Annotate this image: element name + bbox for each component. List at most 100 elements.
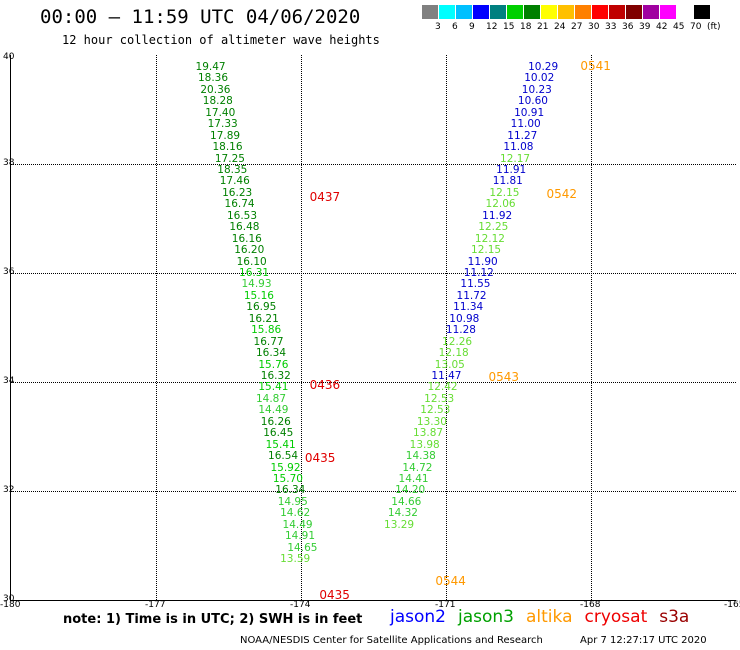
longitude-gridline bbox=[446, 55, 447, 600]
latitude-tick-label: 36 bbox=[3, 267, 15, 277]
wave-height-value: 11.27 bbox=[507, 129, 538, 142]
legend-entry-cryosat: cryosat bbox=[584, 607, 648, 627]
wave-height-value: 16.16 bbox=[231, 232, 262, 245]
latitude-tick-label: 34 bbox=[3, 376, 15, 386]
wave-height-value: 13.30 bbox=[416, 415, 447, 428]
wave-height-value: 12.17 bbox=[500, 152, 531, 165]
wave-height-value: 17.40 bbox=[205, 106, 236, 119]
legend-entry-s3a: s3a bbox=[659, 607, 690, 627]
wave-height-value: 14.32 bbox=[387, 507, 418, 520]
color-scale-label: 33 bbox=[605, 22, 617, 32]
wave-height-value: 17.25 bbox=[214, 152, 245, 165]
wave-height-value: 11.81 bbox=[492, 175, 523, 188]
map-title: 00:00 – 11:59 UTC 04/06/2020 bbox=[40, 6, 361, 28]
wave-height-value: 14.66 bbox=[391, 495, 422, 508]
wave-height-value: 12.53 bbox=[420, 404, 451, 417]
color-swatch bbox=[507, 5, 524, 19]
wave-height-value: 16.34 bbox=[275, 484, 306, 497]
color-swatch bbox=[541, 5, 558, 19]
latitude-tick-label: 30 bbox=[3, 594, 15, 604]
color-swatch bbox=[643, 5, 660, 19]
wave-height-value: 15.41 bbox=[265, 438, 296, 451]
footnote: note: 1) Time is in UTC; 2) SWH is in fe… bbox=[63, 612, 363, 627]
wave-height-value: 14.41 bbox=[398, 473, 429, 485]
latitude-gridline bbox=[11, 382, 736, 383]
longitude-tick-label: -168 bbox=[580, 600, 601, 610]
wave-height-value: 10.02 bbox=[524, 72, 555, 85]
color-swatch bbox=[677, 5, 694, 19]
latitude-tick-label: 40 bbox=[3, 52, 15, 62]
wave-height-value: 16.77 bbox=[253, 335, 284, 348]
wave-height-value: 12.12 bbox=[474, 232, 505, 245]
wave-height-value: 16.32 bbox=[260, 370, 291, 382]
color-scale-label: 18 bbox=[520, 22, 532, 32]
longitude-gridline bbox=[591, 55, 592, 600]
wave-height-value: 14.93 bbox=[241, 278, 272, 291]
wave-height-value: 13.29 bbox=[384, 518, 415, 531]
wave-height-value: 11.55 bbox=[460, 278, 491, 291]
wave-height-value: 11.91 bbox=[496, 163, 527, 176]
color-swatch bbox=[592, 5, 609, 19]
pass-time-label: 0435 bbox=[319, 587, 350, 602]
wave-height-value: 16.34 bbox=[255, 347, 287, 360]
color-swatch bbox=[422, 5, 439, 19]
wave-height-value: 13.87 bbox=[413, 427, 444, 440]
color-scale-label: 24 bbox=[554, 22, 566, 32]
latitude-gridline bbox=[11, 164, 736, 165]
pass-time-label: 0543 bbox=[488, 369, 520, 384]
wave-height-value: 11.90 bbox=[467, 255, 498, 268]
wave-height-value: 15.70 bbox=[272, 473, 303, 485]
wave-height-value: 16.48 bbox=[229, 221, 260, 234]
wave-height-value: 14.95 bbox=[277, 495, 308, 508]
satellite-legend: jason2 jason3 altika cryosat s3a bbox=[390, 607, 701, 627]
wave-height-value: 10.98 bbox=[449, 312, 480, 325]
wave-height-value: 16.45 bbox=[263, 427, 294, 440]
wave-height-value: 15.86 bbox=[251, 324, 282, 337]
wave-height-value: 10.29 bbox=[528, 60, 559, 73]
color-swatch bbox=[439, 5, 456, 19]
wave-height-value: 18.28 bbox=[202, 95, 233, 108]
wave-height-value: 16.20 bbox=[234, 244, 265, 257]
wave-height-value: 14.62 bbox=[280, 507, 311, 520]
wave-height-value: 16.31 bbox=[239, 267, 270, 279]
wave-height-value: 14.87 bbox=[255, 392, 287, 405]
color-scale-label: (ft) bbox=[707, 22, 721, 32]
wave-height-value: 12.18 bbox=[438, 347, 469, 360]
color-scale-label: 45 bbox=[673, 22, 685, 32]
credit-line: NOAA/NESDIS Center for Satellite Applica… bbox=[240, 635, 543, 646]
wave-height-value: 20.36 bbox=[200, 83, 231, 96]
map-plot-area bbox=[10, 55, 736, 601]
wave-height-value: 15.16 bbox=[243, 289, 274, 302]
wave-height-value: 11.47 bbox=[431, 370, 462, 382]
color-scale-label: 42 bbox=[656, 22, 668, 32]
wave-height-value: 16.26 bbox=[260, 415, 291, 428]
color-scale-label: 6 bbox=[452, 22, 458, 32]
color-scale-label: 3 bbox=[435, 22, 441, 32]
wave-height-value: 16.53 bbox=[226, 209, 258, 222]
wave-height-value: 14.72 bbox=[402, 461, 433, 474]
wave-height-value: 12.25 bbox=[478, 221, 509, 234]
longitude-gridline bbox=[301, 55, 302, 600]
color-swatch bbox=[473, 5, 490, 19]
wave-height-value: 12.26 bbox=[442, 335, 473, 348]
wave-height-value: 10.60 bbox=[517, 95, 548, 108]
wave-height-value: 12.53 bbox=[424, 392, 455, 405]
wave-height-value: 13.05 bbox=[434, 358, 465, 371]
wave-height-value: 14.91 bbox=[284, 530, 316, 543]
longitude-tick-label: -171 bbox=[435, 600, 456, 610]
legend-entry-altika: altika bbox=[526, 607, 573, 627]
pass-time-label: 0435 bbox=[304, 451, 336, 466]
color-swatch bbox=[694, 5, 711, 19]
color-swatch bbox=[660, 5, 677, 19]
color-swatch bbox=[558, 5, 575, 19]
wave-height-value: 11.00 bbox=[510, 118, 541, 131]
pass-time-label: 0544 bbox=[435, 573, 466, 588]
color-scale-label: 36 bbox=[622, 22, 634, 32]
wave-height-value: 12.15 bbox=[489, 186, 520, 199]
wave-height-value: 10.23 bbox=[521, 83, 552, 96]
wave-height-value: 15.41 bbox=[258, 381, 289, 394]
wave-height-value: 13.59 bbox=[280, 553, 311, 566]
generated-timestamp: Apr 7 12:27:17 UTC 2020 bbox=[580, 635, 707, 646]
legend-entry-jason2: jason2 bbox=[390, 607, 446, 627]
wave-height-value: 14.49 bbox=[282, 518, 313, 531]
